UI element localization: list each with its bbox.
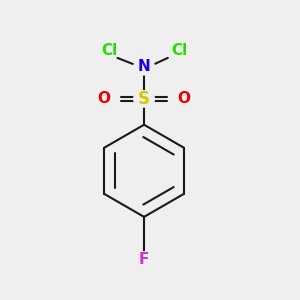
Text: Cl: Cl bbox=[102, 43, 118, 58]
Ellipse shape bbox=[134, 252, 154, 268]
Text: Cl: Cl bbox=[172, 43, 188, 58]
Ellipse shape bbox=[134, 58, 154, 75]
Text: F: F bbox=[139, 253, 149, 268]
Text: S: S bbox=[138, 90, 150, 108]
Text: O: O bbox=[178, 92, 191, 106]
Ellipse shape bbox=[134, 91, 154, 107]
Text: N: N bbox=[138, 59, 150, 74]
Ellipse shape bbox=[174, 91, 195, 107]
Ellipse shape bbox=[169, 42, 190, 58]
Text: O: O bbox=[98, 92, 110, 106]
Ellipse shape bbox=[94, 91, 114, 107]
Ellipse shape bbox=[100, 42, 120, 58]
